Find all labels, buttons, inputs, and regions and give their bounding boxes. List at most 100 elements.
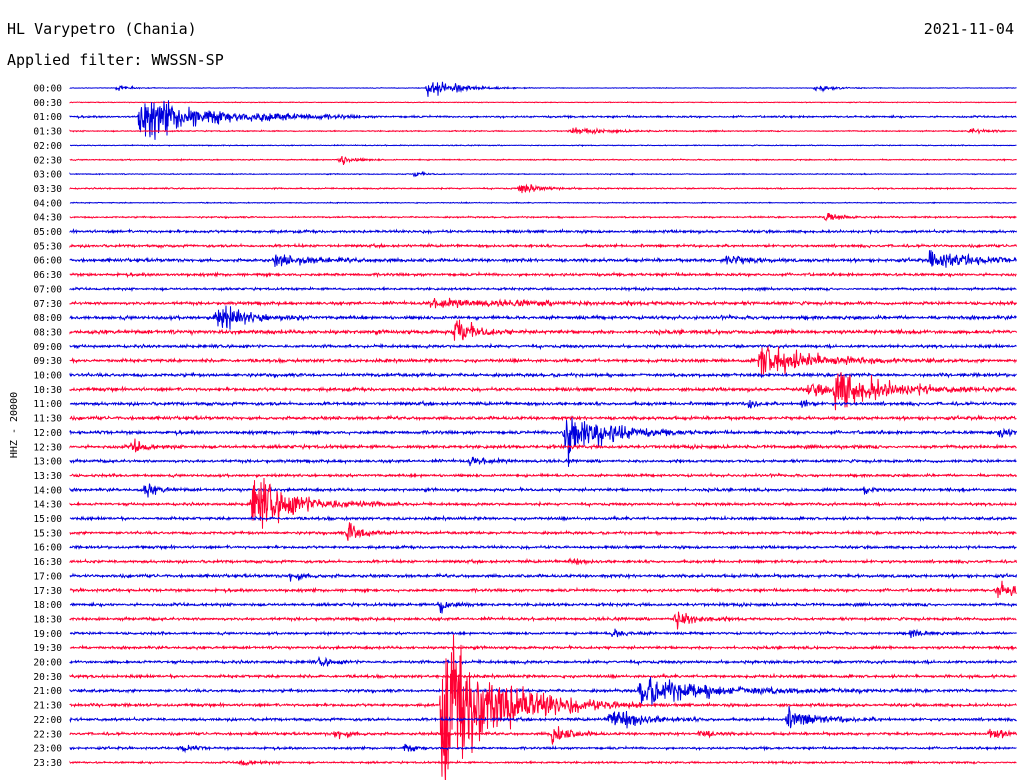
trace-row <box>69 285 1017 293</box>
row-time-label: 11:00 <box>33 399 62 410</box>
trace-row <box>69 676 1017 706</box>
trace-row <box>69 706 1017 729</box>
row-time-label: 19:00 <box>33 629 62 640</box>
trace-row <box>69 726 1017 745</box>
row-time-label: 05:00 <box>33 227 62 238</box>
row-time-label: 03:00 <box>33 170 62 181</box>
row-time-label: 20:00 <box>33 658 62 669</box>
row-time-label: 02:30 <box>33 155 62 166</box>
trace-row <box>69 456 1017 467</box>
trace-row <box>69 101 1017 104</box>
row-time-label: 10:00 <box>33 371 62 382</box>
trace-row <box>69 580 1017 599</box>
trace-row <box>69 127 1017 135</box>
trace-row <box>69 414 1017 422</box>
station-title: HL Varypetro (Chania) <box>7 20 197 38</box>
row-time-label: 13:00 <box>33 457 62 468</box>
trace-row <box>69 372 1017 411</box>
row-time-label: 21:30 <box>33 701 62 712</box>
trace-row <box>69 305 1017 330</box>
row-time-label: 20:30 <box>33 672 62 683</box>
trace-row <box>69 628 1017 639</box>
trace-row <box>69 522 1017 541</box>
trace-row <box>69 319 1017 341</box>
trace-row <box>69 557 1017 566</box>
row-time-label: 14:00 <box>33 485 62 496</box>
trace-row <box>69 672 1017 680</box>
trace-row <box>69 601 1017 614</box>
row-time-label: 15:00 <box>33 514 62 525</box>
row-time-label: 21:00 <box>33 686 62 697</box>
row-time-label: 04:00 <box>33 198 62 209</box>
row-time-label: 03:30 <box>33 184 62 195</box>
trace-row <box>69 183 1017 194</box>
trace-row <box>69 155 1017 165</box>
trace-row <box>69 242 1017 250</box>
row-time-label: 16:30 <box>33 557 62 568</box>
row-time-label: 01:30 <box>33 127 62 138</box>
row-time-label: 06:00 <box>33 256 62 267</box>
row-time-label: 04:30 <box>33 213 62 224</box>
trace-row <box>69 143 1017 148</box>
row-time-label: 07:30 <box>33 299 62 310</box>
row-time-label: 16:00 <box>33 543 62 554</box>
trace-row <box>69 81 1017 97</box>
row-time-label: 02:00 <box>33 141 62 152</box>
row-time-label: 08:30 <box>33 327 62 338</box>
row-time-label: 13:30 <box>33 471 62 482</box>
trace-row <box>69 514 1017 522</box>
trace-group <box>69 81 1017 780</box>
row-time-label: 12:30 <box>33 442 62 453</box>
row-time-label: 05:30 <box>33 241 62 252</box>
row-time-label: 07:00 <box>33 284 62 295</box>
channel-label: HHZ - 20000 <box>9 392 20 458</box>
row-time-label: 15:30 <box>33 528 62 539</box>
row-label-group: 00:00 00:30 01:00 01:30 02:00 02:30 03:00 03:30… <box>33 84 62 769</box>
row-time-label: 18:30 <box>33 614 62 625</box>
row-time-label: 01:00 <box>33 112 62 123</box>
row-time-label: 12:00 <box>33 428 62 439</box>
row-time-label: 00:30 <box>33 98 62 109</box>
row-time-label: 14:30 <box>33 500 62 511</box>
trace-row <box>69 201 1017 205</box>
trace-row <box>69 250 1017 268</box>
row-time-label: 09:00 <box>33 342 62 353</box>
trace-row <box>69 212 1017 222</box>
trace-row <box>69 100 1017 140</box>
trace-row <box>69 572 1017 582</box>
trace-row <box>69 483 1017 498</box>
trace-row <box>69 655 1017 668</box>
trace-row <box>69 270 1017 279</box>
trace-row <box>69 634 1017 780</box>
trace-row <box>69 297 1017 309</box>
trace-row <box>69 644 1017 651</box>
row-time-label: 22:30 <box>33 729 62 740</box>
row-time-label: 10:30 <box>33 385 62 396</box>
row-time-label: 19:30 <box>33 643 62 654</box>
trace-row <box>69 759 1017 767</box>
row-time-label: 11:30 <box>33 414 62 425</box>
filter-label: Applied filter: WWSSN-SP <box>7 51 224 69</box>
row-time-label: 18:00 <box>33 600 62 611</box>
row-time-label: 17:30 <box>33 586 62 597</box>
trace-row <box>69 228 1017 235</box>
date-label: 2021-11-04 <box>923 20 1014 38</box>
row-time-label: 23:00 <box>33 744 62 755</box>
trace-row <box>69 543 1017 551</box>
trace-row <box>69 399 1017 409</box>
row-time-label: 00:00 <box>33 84 62 95</box>
trace-row <box>69 477 1017 529</box>
trace-row <box>69 438 1017 453</box>
trace-row <box>69 371 1017 379</box>
row-time-label: 09:30 <box>33 356 62 367</box>
trace-row <box>69 611 1017 630</box>
row-time-label: 17:00 <box>33 571 62 582</box>
trace-row <box>69 170 1017 178</box>
trace-row <box>69 743 1017 754</box>
trace-row <box>69 346 1017 377</box>
trace-row <box>69 471 1017 479</box>
trace-row <box>69 417 1017 467</box>
trace-row <box>69 342 1017 351</box>
row-time-label: 23:30 <box>33 758 62 769</box>
